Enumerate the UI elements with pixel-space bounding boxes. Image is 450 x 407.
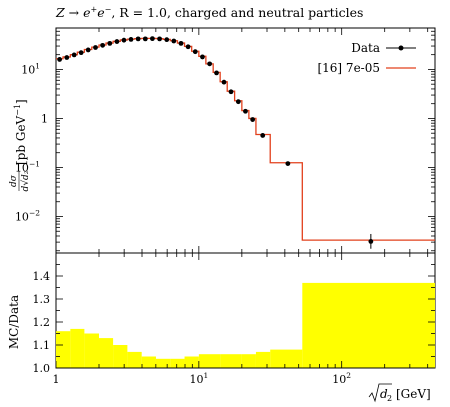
ratio-band: [56, 282, 435, 368]
data-point: [71, 52, 77, 58]
x-tick-label: 102: [332, 371, 351, 386]
main-y-tick-label: 10−1: [15, 159, 40, 174]
ratio-band-bin: [127, 351, 142, 368]
mc-histogram: [56, 37, 435, 241]
main-y-tick-label: 101: [21, 61, 40, 76]
x-tick-label: 1: [53, 373, 60, 386]
data-point: [57, 57, 63, 62]
x-tick-label: 101: [189, 371, 208, 386]
ratio-band-bin: [302, 282, 435, 368]
data-point: [107, 40, 113, 46]
ratio-band-bin: [99, 338, 114, 368]
ratio-y-tick-label: 1.4: [33, 270, 51, 283]
data-point: [368, 239, 374, 244]
ratio-y-axis-label: MC/Data: [7, 295, 21, 349]
legend: Data [16] 7e-05: [317, 41, 416, 75]
data-point: [164, 37, 170, 43]
main-y-tick-label: 10−2: [15, 208, 40, 223]
data-point: [285, 161, 291, 166]
legend-data-marker: [398, 45, 404, 51]
data-point: [85, 47, 91, 53]
data-point: [178, 40, 184, 46]
data-point: [100, 42, 106, 48]
ratio-y-tick-label: 1.1: [33, 339, 51, 352]
ratio-band-bin: [84, 333, 100, 368]
mc-step-line: [56, 37, 435, 241]
data-point: [157, 36, 162, 42]
chart-title: Z → e+e−, R = 1.0, charged and neutral p…: [55, 5, 363, 20]
x-axis-label: d 2 [GeV]: [368, 383, 431, 403]
legend-mc-label: [16] 7e-05: [317, 61, 380, 75]
main-y-tick-label: 1: [41, 112, 48, 125]
ratio-band-bin: [220, 354, 242, 368]
data-point: [214, 70, 219, 76]
ratio-band-bin: [155, 358, 171, 368]
data-point: [243, 108, 248, 114]
data-point: [250, 117, 256, 122]
data-point: [192, 49, 198, 55]
ratio-band-bin: [113, 345, 128, 368]
data-point: [150, 36, 155, 42]
ratio-band-bin: [198, 354, 221, 368]
svg-text:[GeV]: [GeV]: [396, 387, 431, 401]
data-point: [260, 133, 266, 138]
ratio-band-bin: [70, 328, 85, 368]
ratio-band-bin: [255, 351, 271, 368]
data-point: [221, 79, 227, 85]
ratio-band-bin: [141, 356, 156, 368]
data-point: [93, 45, 98, 50]
main-y-axis-label: dσ d√d₂ [pb GeV−1]: [9, 99, 31, 191]
data-point: [200, 54, 205, 60]
ratio-band-bin: [241, 354, 256, 368]
svg-text:[pb GeV−1]: [pb GeV−1]: [13, 99, 28, 165]
legend-data-label: Data: [351, 41, 380, 55]
data-point: [228, 89, 234, 95]
data-point: [121, 37, 127, 43]
axis-ticks: 101 1 10−1 10−2 1.0 1.1 1.2 1.3 1.4 1 101 102: [15, 27, 435, 386]
svg-text:d: d: [380, 387, 388, 401]
ratio-band-bin: [184, 356, 199, 368]
ratio-y-tick-label: 1.2: [33, 316, 51, 329]
data-point: [128, 36, 134, 42]
data-points: [57, 36, 374, 249]
ratio-y-tick-label: 1.3: [33, 293, 51, 306]
data-point: [64, 55, 70, 60]
svg-text:dσ: dσ: [9, 174, 19, 187]
data-point: [207, 61, 213, 67]
data-point: [114, 39, 120, 44]
svg-text:d√d₂: d√d₂: [20, 170, 31, 191]
svg-text:2: 2: [387, 394, 392, 403]
ratio-band-bin: [56, 331, 71, 368]
ratio-band-bin: [270, 349, 303, 368]
data-point: [78, 50, 84, 56]
data-point: [185, 44, 191, 50]
data-point: [235, 99, 241, 105]
data-point: [142, 36, 148, 42]
ratio-y-tick-label: 1.0: [33, 362, 51, 375]
ratio-band-bin: [170, 358, 185, 368]
data-point: [171, 38, 177, 44]
data-point: [135, 36, 141, 42]
